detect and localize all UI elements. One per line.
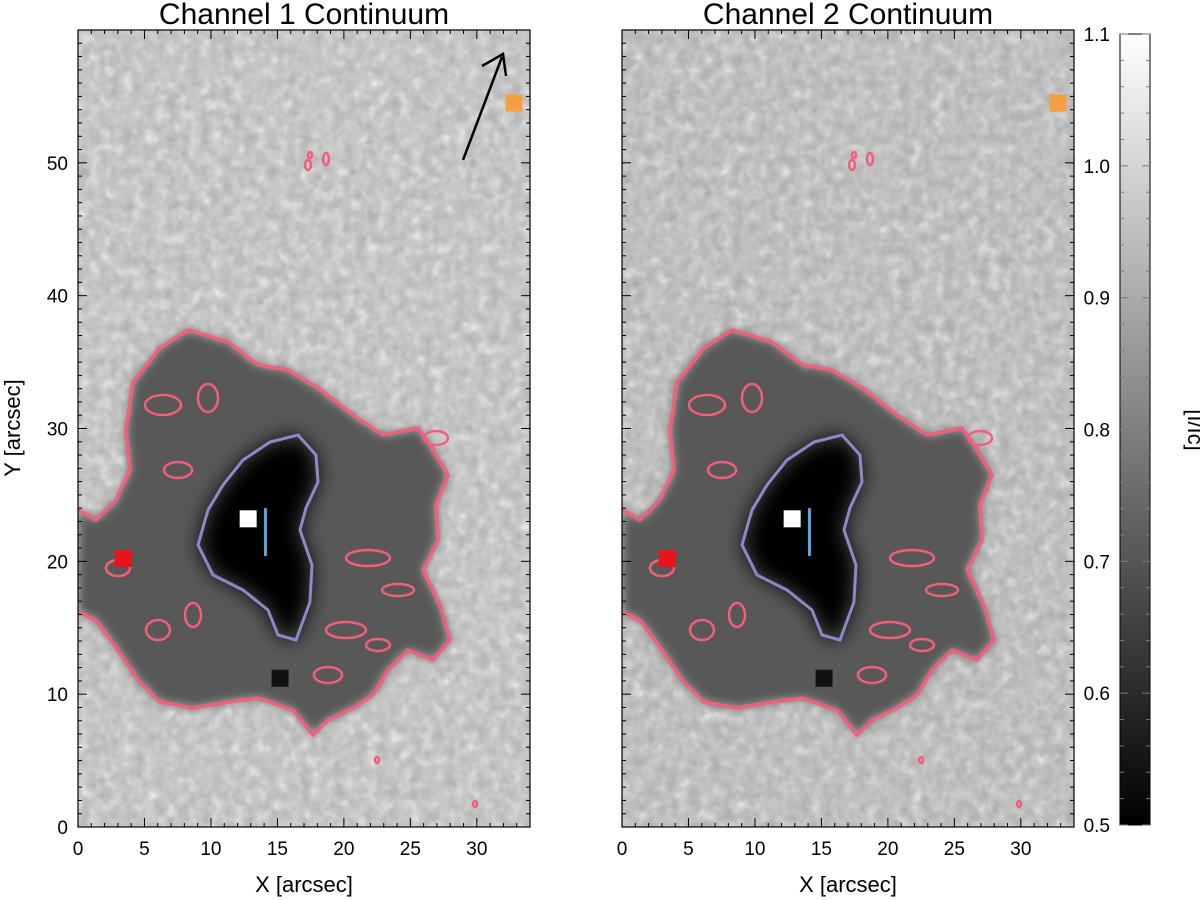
x-tick-label: 30 [466, 839, 487, 860]
colorbar: 0.5 0.6 0.7 0.8 0.9 1.0 1.1 [I/Ic] [1084, 25, 1200, 837]
x-tick-label: 10 [744, 839, 765, 860]
panel-title: Channel 2 Continuum [703, 0, 993, 31]
x-tick-label: 30 [1010, 839, 1031, 860]
y-tick-label: 10 [47, 685, 68, 706]
umbra-marker [783, 510, 801, 528]
panel-channel-2: Channel 2 Continuum 0 5 10 15 20 25 30 X [arcs… [617, 0, 1075, 897]
quiet-sun-marker [505, 94, 523, 112]
north-arrow-icon [481, 51, 508, 77]
x-tick-label: 0 [73, 839, 84, 860]
penumbra-left-marker [114, 550, 132, 568]
penumbra-bottom-marker [815, 669, 833, 687]
y-tick-label: 0 [57, 818, 68, 839]
north-arrow-shaft [461, 56, 504, 161]
colorbar-tick-label: 1.1 [1084, 25, 1110, 46]
x-tick-label: 15 [811, 839, 832, 860]
x-axis-label: X [arcsec] [255, 872, 353, 897]
colorbar-tick-label: 0.8 [1084, 421, 1110, 442]
colorbar-tick-label: 1.0 [1084, 157, 1110, 178]
x-tick-label: 5 [683, 839, 694, 860]
y-tick-label: 30 [47, 420, 68, 441]
x-tick-label: 20 [877, 839, 898, 860]
colorbar-tick-label: 0.5 [1084, 816, 1110, 837]
x-tick-label: 25 [400, 839, 421, 860]
colorbar-label: [I/Ic] [1183, 409, 1200, 451]
y-tick-label: 50 [47, 154, 68, 175]
quiet-sun-marker [1049, 94, 1067, 112]
continuum-image [622, 30, 1074, 827]
continuum-image [78, 30, 530, 827]
panel-channel-1: Channel 1 Continuum 0 5 10 15 20 25 30 0 10 20 30… [0, 0, 531, 897]
y-tick-label: 20 [47, 552, 68, 573]
colorbar-tick-label: 0.7 [1084, 552, 1110, 573]
x-tick-label: 10 [200, 839, 221, 860]
x-tick-label: 0 [617, 839, 628, 860]
penumbra-left-marker [658, 550, 676, 568]
colorbar-tick-label: 0.6 [1084, 684, 1110, 705]
x-tick-label: 5 [139, 839, 150, 860]
x-tick-label: 20 [333, 839, 354, 860]
y-tick-label: 40 [47, 287, 68, 308]
y-axis-label: Y [arcsec] [0, 379, 25, 476]
penumbra-bottom-marker [271, 669, 289, 687]
panel-title: Channel 1 Continuum [159, 0, 449, 31]
x-axis-label: X [arcsec] [799, 872, 897, 897]
colorbar-tick-label: 0.9 [1084, 289, 1110, 310]
x-tick-label: 25 [944, 839, 965, 860]
umbra-marker [239, 510, 257, 528]
x-tick-label: 15 [267, 839, 288, 860]
